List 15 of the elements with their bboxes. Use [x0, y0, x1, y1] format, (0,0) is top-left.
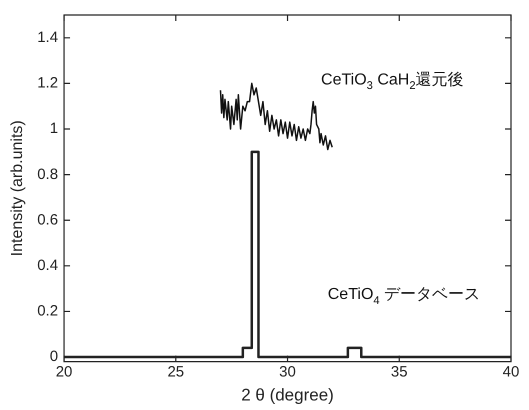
y-tick-label: 0.8 [37, 166, 58, 183]
y-tick-label: 0.6 [37, 211, 58, 228]
y-tick-label: 1.4 [37, 28, 58, 46]
y-axis-title: Intensity (arb.units) [9, 120, 26, 256]
x-tick-label: 40 [502, 364, 520, 381]
x-tick-label: 35 [390, 364, 408, 381]
y-tick-label: 1.2 [37, 74, 58, 92]
x-tick-label: 25 [167, 364, 184, 381]
y-tick-label: 1 [50, 120, 58, 138]
x-tick-label: 30 [279, 364, 296, 381]
y-tick-label: 0.4 [37, 256, 58, 274]
x-tick-label: 20 [56, 364, 72, 381]
y-tick-label: 0.2 [37, 302, 58, 320]
x-axis-title: 2 θ (degree) [241, 385, 334, 404]
y-tick-label: 0 [50, 348, 58, 366]
